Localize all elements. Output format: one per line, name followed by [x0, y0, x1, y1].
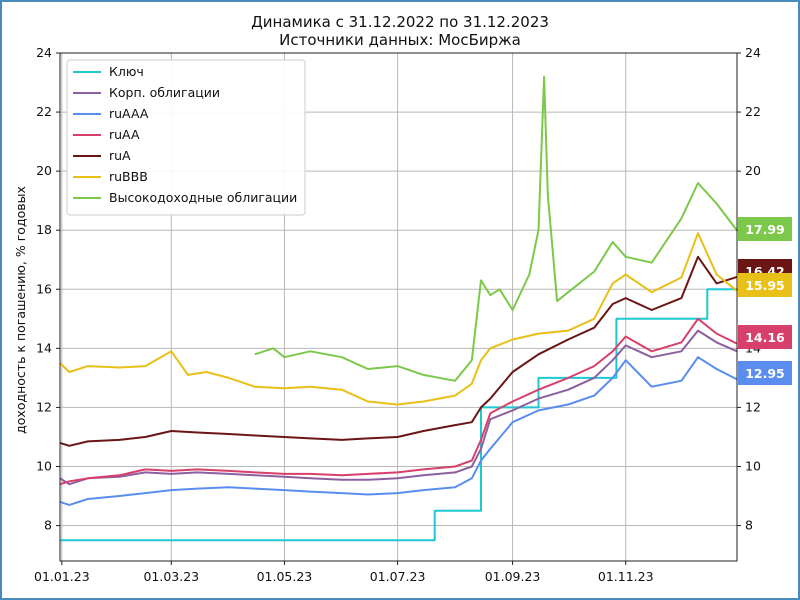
y-tick-label-left: 22 [36, 104, 52, 119]
y-tick-label-right: 24 [745, 45, 761, 60]
end-value-label: 17.99 [745, 222, 785, 237]
y-tick-label-left: 8 [44, 518, 52, 533]
end-value-label: 14.16 [745, 330, 785, 345]
end-label-box [738, 217, 792, 241]
y-tick-label-right: 8 [745, 518, 753, 533]
x-tick-label: 01.03.23 [143, 569, 199, 584]
end-label-box [738, 325, 792, 349]
x-tick-label: 01.05.23 [257, 569, 313, 584]
y-tick-label-right: 20 [745, 163, 761, 178]
series-line-высокодоходные-облигации [254, 75, 738, 382]
end-label-box [738, 273, 792, 297]
y-tick-label-left: 10 [36, 458, 52, 473]
legend: Ключ Корп. облигации ruAAA ruAA ruA ruBBB Высо… [66, 59, 306, 216]
series-line-rua [59, 255, 738, 447]
x-tick-label: 01.09.23 [485, 569, 541, 584]
plot-area-border [59, 52, 738, 562]
series-lines [59, 75, 738, 542]
y-axis-label: доходность к погашению, % годовых [13, 186, 28, 434]
y-tick-label-right: 10 [745, 458, 761, 473]
y-tick-label-right: 22 [745, 104, 761, 119]
y-tick-label-left: 16 [36, 281, 52, 296]
y-tick-label-left: 12 [36, 399, 52, 414]
series-line-ruaaa [59, 356, 738, 506]
y-tick-label-left: 18 [36, 222, 52, 237]
x-tick-label: 01.11.23 [598, 569, 654, 584]
chart-subtitle: Источники данных: МосБиржа [279, 31, 521, 49]
legend-entry: ruBBB [109, 169, 148, 184]
legend-entry: ruAAA [109, 106, 149, 121]
legend-entry: Корп. облигации [109, 85, 220, 100]
legend-entry: Ключ [109, 64, 144, 79]
y-tick-label-right: 12 [745, 399, 761, 414]
end-value-label: 12.95 [745, 366, 785, 381]
series-line-корп-облигации [59, 329, 738, 486]
series-line-ключ [60, 288, 737, 542]
legend-entry: Высокодоходные облигации [109, 190, 297, 205]
legend-entry: ruAA [109, 127, 140, 142]
x-tick-label: 01.07.23 [370, 569, 426, 584]
end-value-label: 15.95 [745, 278, 785, 293]
series-line-ruaa [59, 317, 738, 486]
y-tick-label-left: 14 [36, 340, 52, 355]
chart-title: Динамика с 31.12.2022 по 31.12.2023 [251, 13, 549, 31]
x-tick-label: 01.01.23 [34, 569, 90, 584]
y-tick-label-left: 20 [36, 163, 52, 178]
end-label-box [738, 361, 792, 385]
series-line-rubbb [59, 232, 738, 406]
y-tick-label-left: 24 [36, 45, 52, 60]
legend-box [66, 59, 306, 216]
legend-entry: ruA [109, 148, 131, 163]
